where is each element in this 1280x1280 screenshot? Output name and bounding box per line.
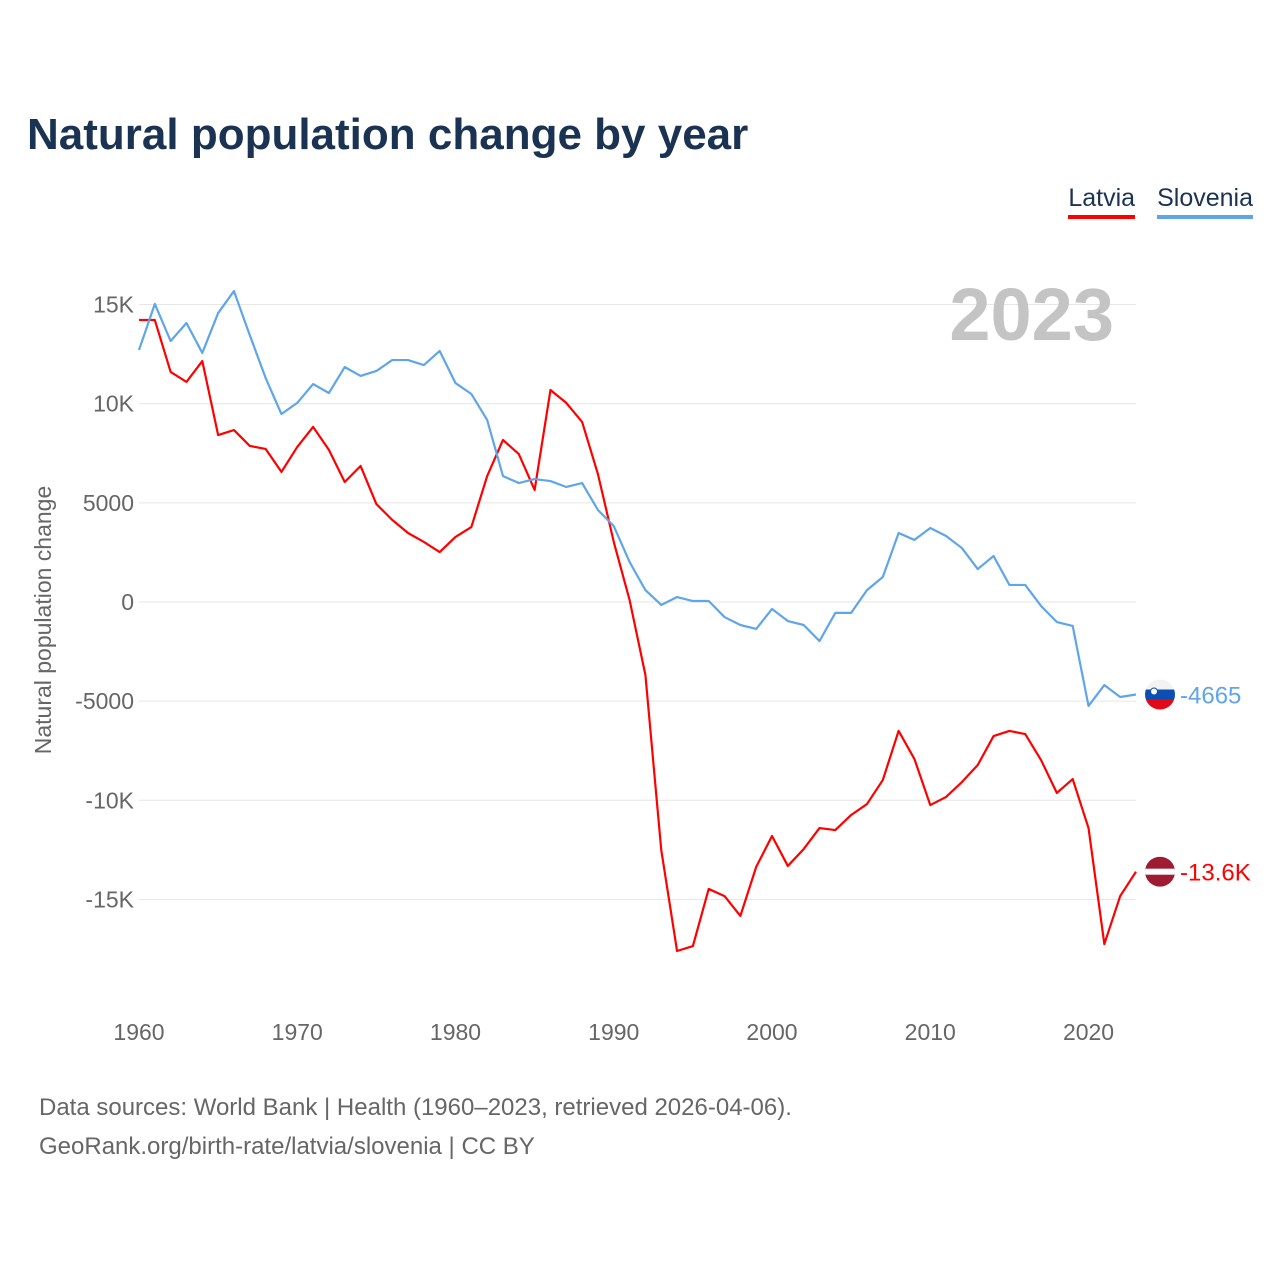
x-tick-label: 1990	[588, 1019, 639, 1045]
end-value-label: -4665	[1180, 683, 1241, 710]
x-tick-label: 1960	[113, 1019, 164, 1045]
legend: Latvia Slovenia	[1068, 184, 1253, 219]
series-line-slovenia	[137, 289, 1137, 708]
legend-slovenia[interactable]: Slovenia	[1157, 184, 1253, 219]
x-tick-label: 2020	[1063, 1019, 1114, 1045]
latvia-flag-icon	[1145, 856, 1175, 887]
legend-latvia[interactable]: Latvia	[1068, 184, 1136, 219]
x-tick-label: 2000	[746, 1019, 797, 1045]
x-tick-label: 1970	[272, 1019, 323, 1045]
y-tick-label: -15K	[85, 886, 134, 912]
source-note: Data sources: World Bank | Health (1960–…	[39, 1088, 792, 1166]
source-line-1: Data sources: World Bank | Health (1960–…	[39, 1094, 792, 1121]
x-tick-label: 1980	[430, 1019, 481, 1045]
y-tick-label: 0	[121, 589, 134, 615]
end-value-label: -13.6K	[1180, 860, 1251, 887]
y-tick-label: -10K	[85, 787, 134, 813]
x-tick-label: 2010	[905, 1019, 956, 1045]
y-tick-label: -5000	[75, 688, 134, 714]
y-tick-label: 5000	[83, 490, 134, 516]
chart-title: Natural population change by year	[27, 110, 749, 159]
y-tick-label: 10K	[93, 391, 135, 417]
source-line-2[interactable]: GeoRank.org/birth-rate/latvia/slovenia |…	[39, 1133, 535, 1160]
series-line-latvia	[139, 318, 1137, 953]
y-tick-label: 15K	[93, 292, 135, 318]
year-watermark: 2023	[949, 273, 1114, 356]
y-axis-label: Natural population change	[30, 486, 56, 755]
slovenia-flag-icon	[1145, 679, 1175, 710]
